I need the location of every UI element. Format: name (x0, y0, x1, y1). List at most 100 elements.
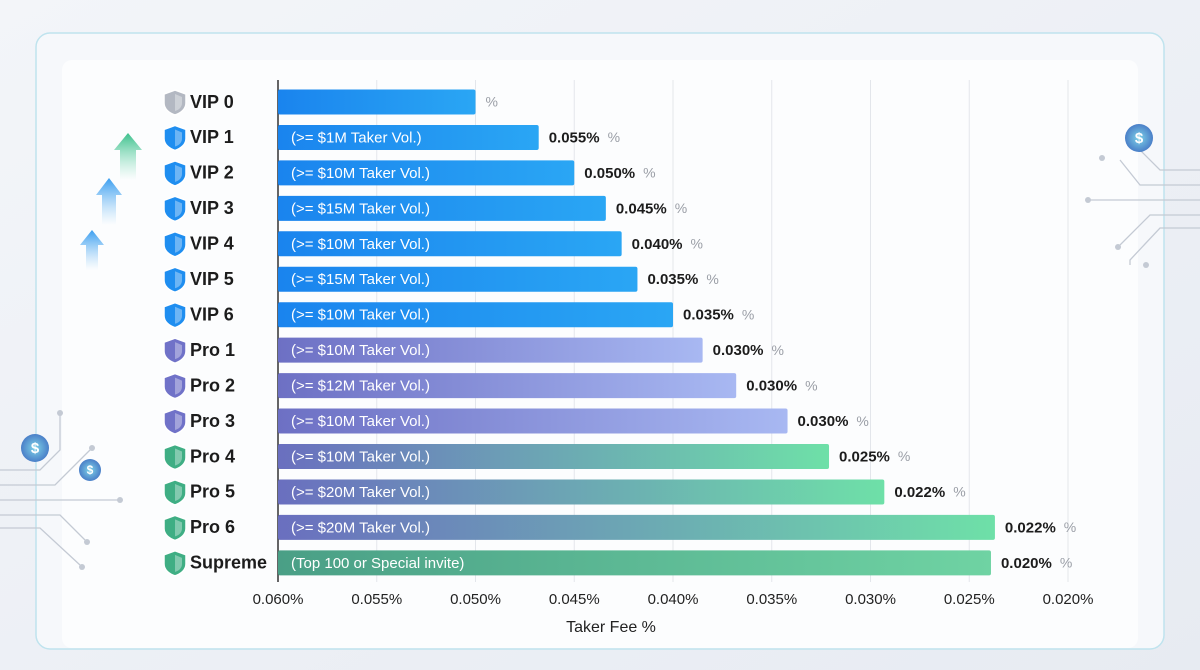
requirement-label: (>= $15M Taker Vol.) (291, 271, 430, 288)
x-tick-label: 0.060% (253, 591, 304, 608)
requirement-label: (>= $1M Taker Vol.) (291, 129, 422, 146)
shield-highlight (175, 129, 182, 147)
x-axis-title: Taker Fee % (566, 619, 656, 636)
shield-icon (163, 443, 187, 471)
shield-icon (163, 89, 187, 116)
x-tick-label: 0.040% (648, 591, 699, 608)
shield-icon (163, 301, 187, 329)
unit-label: % (675, 200, 687, 216)
shield-highlight (175, 306, 182, 324)
bar (278, 160, 575, 186)
shield-highlight (175, 200, 182, 218)
fee-label: 0.050% (584, 165, 635, 182)
requirement-label: (>= $20M Taker Vol.) (291, 484, 430, 501)
unit-label: % (805, 377, 817, 393)
unit-label: % (1064, 519, 1076, 535)
decor-circuits (0, 149, 1200, 566)
shield-icon (163, 514, 187, 542)
unit-label: % (898, 448, 910, 464)
x-tick-label: 0.020% (1043, 591, 1094, 608)
coin-symbol: $ (31, 440, 40, 457)
unit-label: % (706, 271, 718, 287)
shield-icon (163, 160, 187, 187)
category-label: Pro 2 (190, 375, 235, 395)
shield-icon (163, 372, 187, 400)
bar (278, 408, 788, 434)
shield-highlight (175, 164, 182, 182)
shield-icon (163, 124, 187, 152)
shield-highlight (175, 342, 182, 360)
bar (278, 479, 885, 505)
unit-label: % (691, 236, 703, 252)
shield-highlight (175, 235, 182, 253)
unit-label: % (856, 413, 868, 429)
fee-label: 0.035% (647, 271, 698, 288)
shield-highlight (175, 519, 182, 537)
fee-label: 0.030% (713, 342, 764, 359)
category-label: VIP 3 (190, 198, 234, 218)
decor-coins: $ $ $ (21, 124, 1153, 481)
requirement-label: (>= $10M Taker Vol.) (291, 236, 430, 253)
bar (278, 89, 476, 115)
category-label: VIP 6 (190, 304, 234, 324)
bar (278, 195, 606, 221)
shield-icon (163, 479, 187, 506)
category-label: VIP 5 (190, 269, 234, 289)
bar (278, 444, 830, 469)
category-label: Pro 4 (190, 446, 235, 466)
shield-icon (163, 266, 187, 294)
fee-label: 0.030% (746, 378, 797, 395)
coin-symbol: $ (87, 463, 94, 477)
decor-arrows (80, 133, 142, 270)
unit-label: % (643, 165, 655, 181)
x-tick-label: 0.030% (845, 591, 896, 608)
fee-label: 0.035% (683, 307, 734, 324)
unit-label: % (1060, 555, 1072, 571)
category-label: VIP 1 (190, 127, 234, 147)
shield-highlight (175, 554, 182, 572)
bar (278, 514, 995, 540)
shield-highlight (175, 413, 182, 431)
requirement-label: (>= $20M Taker Vol.) (291, 519, 430, 536)
requirement-label: (>= $10M Taker Vol.) (291, 448, 430, 465)
bar (278, 373, 737, 399)
requirement-label: (Top 100 or Special invite) (291, 555, 464, 572)
fee-label: 0.040% (632, 236, 683, 253)
category-label: VIP 2 (190, 163, 234, 183)
requirement-label: (>= $10M Taker Vol.) (291, 413, 430, 430)
shield-highlight (175, 271, 182, 289)
bar (278, 302, 673, 328)
unit-label: % (742, 306, 754, 322)
x-tick-label: 0.050% (450, 591, 501, 608)
bar (278, 337, 703, 363)
shield-highlight (175, 94, 182, 111)
unit-label: % (608, 129, 620, 145)
shield-icon (163, 550, 187, 577)
bar (278, 124, 539, 150)
fee-label: 0.045% (616, 200, 667, 217)
category-label: Pro 1 (190, 340, 235, 360)
x-tick-label: 0.055% (351, 591, 402, 608)
unit-label: % (486, 94, 498, 110)
shield-highlight (175, 483, 182, 501)
category-label: VIP 4 (190, 234, 234, 254)
category-label: Pro 6 (190, 517, 235, 537)
category-label: Pro 3 (190, 411, 235, 431)
decor-nodes (57, 145, 1149, 570)
shield-icon (163, 195, 187, 223)
fee-label: 0.020% (1001, 555, 1052, 572)
bar (278, 266, 638, 292)
coin-symbol: $ (1135, 130, 1144, 147)
requirement-label: (>= $10M Taker Vol.) (291, 165, 430, 182)
bar (278, 550, 991, 576)
unit-label: % (953, 484, 965, 500)
unit-label: % (772, 342, 784, 358)
category-label: Supreme (190, 553, 267, 573)
category-label: VIP 0 (190, 92, 234, 112)
category-label: Pro 5 (190, 482, 235, 502)
shield-highlight (175, 377, 182, 395)
fee-label: 0.030% (798, 413, 849, 430)
x-tick-label: 0.035% (746, 591, 797, 608)
fee-label: 0.055% (549, 129, 600, 146)
